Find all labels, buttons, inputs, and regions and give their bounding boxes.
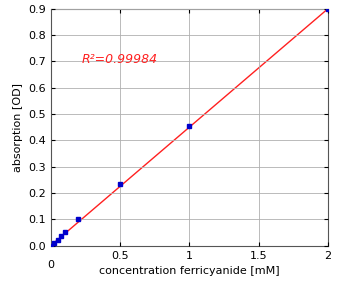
Text: R²=0.99984: R²=0.99984 xyxy=(81,53,157,66)
X-axis label: concentration ferricyanide [mM]: concentration ferricyanide [mM] xyxy=(99,266,280,276)
Text: 0: 0 xyxy=(47,260,54,270)
Y-axis label: absorption [OD]: absorption [OD] xyxy=(13,83,23,172)
